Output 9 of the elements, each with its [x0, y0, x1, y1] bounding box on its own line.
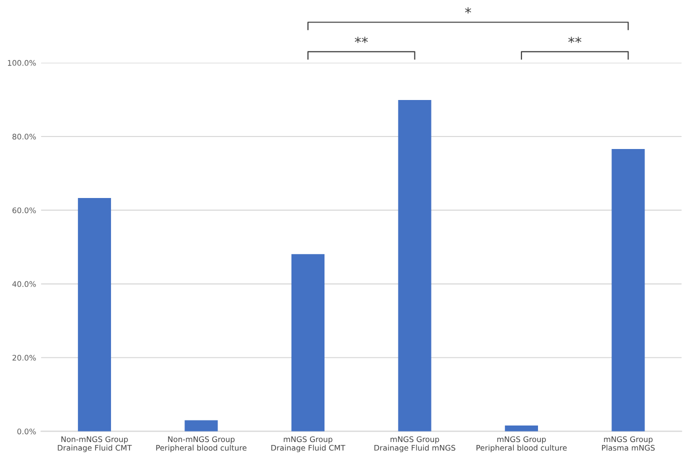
bar: [398, 100, 432, 432]
bar: [78, 198, 112, 432]
text: **: [354, 36, 368, 44]
bar: [184, 420, 218, 432]
bar: [504, 425, 538, 432]
bar: [612, 149, 645, 432]
bar: [291, 254, 325, 432]
text: *: [465, 7, 472, 14]
text: **: [568, 36, 582, 44]
